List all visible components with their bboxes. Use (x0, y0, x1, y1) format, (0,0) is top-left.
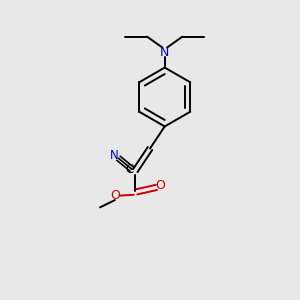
Text: N: N (110, 149, 119, 162)
Text: O: O (110, 189, 120, 202)
Text: N: N (160, 46, 169, 59)
Text: O: O (155, 179, 165, 192)
Text: C: C (126, 163, 134, 176)
